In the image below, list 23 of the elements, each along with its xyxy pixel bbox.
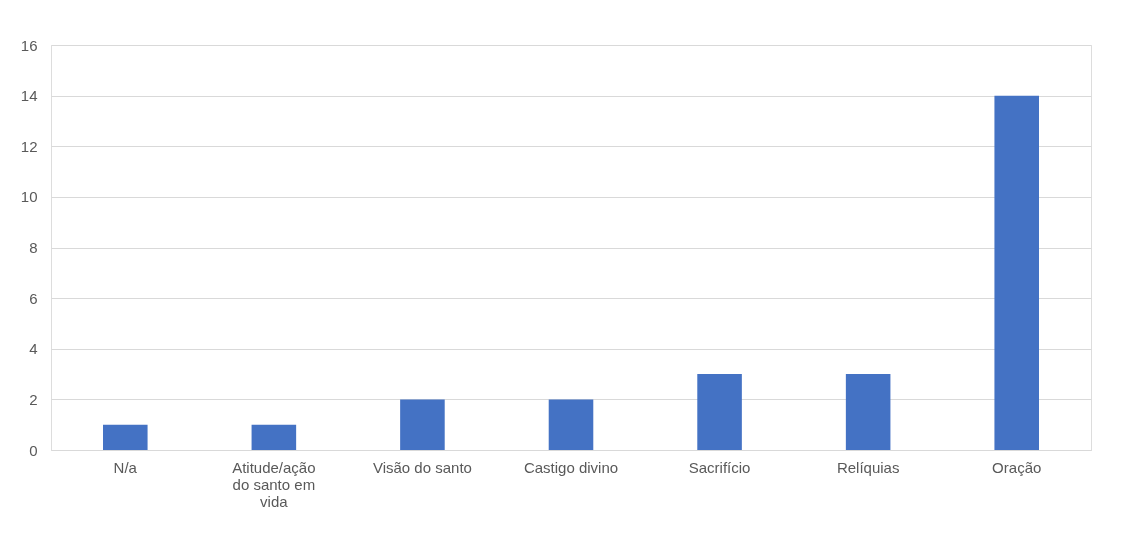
y-tick-label: 10: [20, 188, 38, 206]
x-tick-label: Atitude/ação do santo em vida: [232, 458, 316, 510]
bar: [994, 95, 1039, 450]
y-tick-label: 4: [29, 340, 38, 358]
x-tick-label: Visão do santo: [372, 458, 472, 476]
x-tick-label: Castigo divino: [523, 458, 619, 476]
bar: [400, 399, 445, 450]
y-tick-label: 2: [29, 390, 38, 408]
bar: [845, 374, 891, 450]
y-tick-label: 14: [20, 87, 38, 105]
y-tick-label: 8: [29, 239, 38, 256]
y-tick-label: 12: [20, 137, 38, 155]
bar: [103, 424, 148, 450]
x-tick-label: Relíquias: [836, 458, 900, 476]
x-tick-label: Oração: [992, 458, 1042, 476]
bar: [548, 399, 594, 450]
x-tick-label: Sacrifício: [688, 458, 751, 476]
x-tick-label: N/a: [113, 458, 138, 476]
bar: [697, 374, 742, 450]
bar: [251, 424, 297, 450]
y-tick-label: 0: [29, 441, 38, 459]
y-tick-label: 6: [29, 289, 38, 307]
y-tick-label: 16: [20, 36, 38, 54]
